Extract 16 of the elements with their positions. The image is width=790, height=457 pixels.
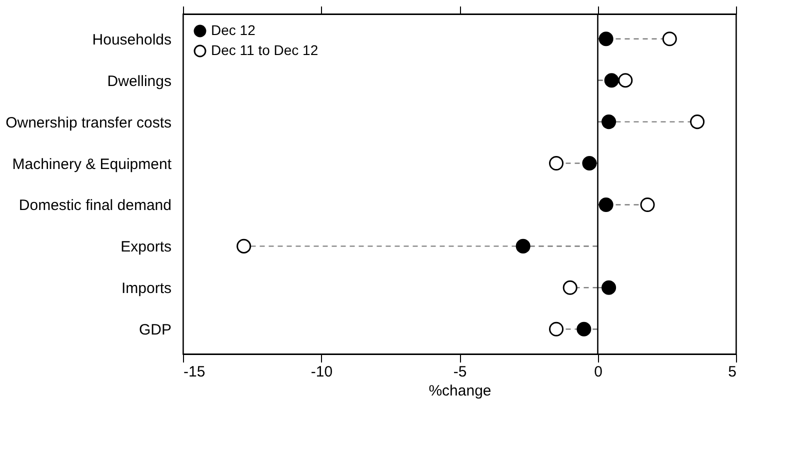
x-axis-title: %change xyxy=(428,382,492,400)
y-tick-label: Domestic final demand xyxy=(18,197,172,214)
legend-label: Dec 12 xyxy=(211,22,256,38)
x-tick-label: 0 xyxy=(594,364,602,380)
y-tick-label: Ownership transfer costs xyxy=(6,114,172,132)
y-tick-label: Households xyxy=(92,31,172,48)
x-tick-label: -5 xyxy=(453,364,467,380)
y-tick-label: Imports xyxy=(121,280,172,298)
x-tick-label: -15 xyxy=(184,364,206,380)
x-tick-label: 5 xyxy=(728,364,736,380)
y-tick-label: Dwellings xyxy=(107,72,172,90)
y-tick-label: Machinery & Equipment xyxy=(12,156,172,173)
legend-label: Dec 11 to Dec 12 xyxy=(211,42,318,58)
y-tick-label: GDP xyxy=(138,322,172,339)
y-tick-label: Exports xyxy=(120,238,172,256)
x-tick-label: -10 xyxy=(310,364,333,380)
